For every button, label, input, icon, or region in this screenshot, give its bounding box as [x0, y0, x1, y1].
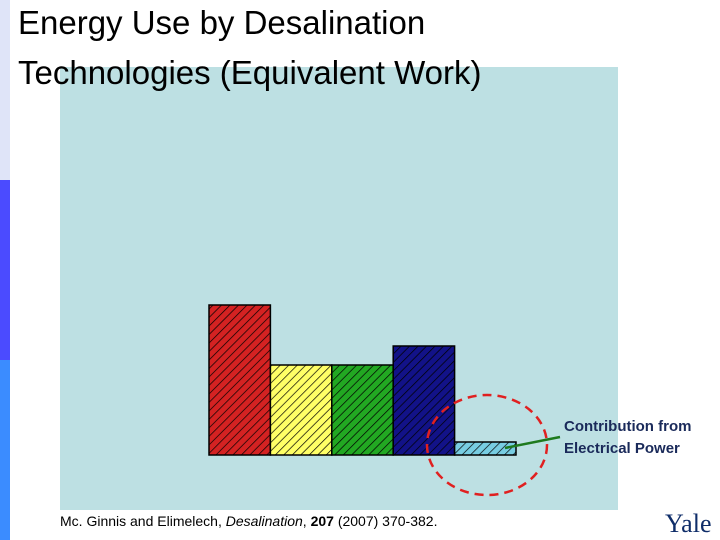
citation-part: (2007) 370-382.	[334, 513, 438, 529]
callout-line	[504, 435, 561, 450]
side-stripe	[0, 360, 10, 540]
side-stripe	[0, 180, 10, 360]
citation-part: Desalination	[226, 513, 303, 529]
title-line: Energy Use by Desalination	[18, 4, 425, 41]
bar	[208, 304, 272, 456]
bars	[208, 304, 517, 456]
side-stripe	[0, 0, 10, 180]
annotation: Contribution from	[564, 418, 691, 435]
highlight-ellipse	[425, 393, 549, 497]
bar	[331, 364, 394, 456]
annotation: Electrical Power	[564, 440, 680, 457]
citation: Mc. Ginnis and Elimelech, Desalination, …	[60, 513, 437, 529]
bar	[392, 345, 456, 456]
citation-part: Mc. Ginnis and Elimelech,	[60, 513, 226, 529]
citation-part: ,	[303, 513, 311, 529]
bar	[269, 364, 333, 456]
bar	[453, 441, 517, 456]
logo: Yale	[665, 509, 711, 538]
title-line: Technologies (Equivalent Work)	[18, 54, 481, 91]
citation-part: 207	[311, 513, 335, 529]
